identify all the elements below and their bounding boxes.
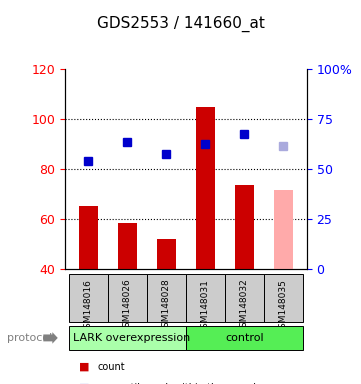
Text: control: control: [225, 333, 264, 343]
Text: protocol: protocol: [7, 333, 52, 343]
FancyBboxPatch shape: [264, 274, 303, 321]
Text: GSM148035: GSM148035: [279, 279, 288, 334]
Text: ■: ■: [79, 362, 90, 372]
Text: GSM148032: GSM148032: [240, 279, 249, 333]
Text: LARK overexpression: LARK overexpression: [73, 333, 190, 343]
Text: GSM148026: GSM148026: [123, 279, 132, 333]
Text: GSM148031: GSM148031: [201, 279, 210, 334]
FancyBboxPatch shape: [69, 274, 108, 321]
Text: GSM148016: GSM148016: [84, 279, 93, 334]
Bar: [79, 207, 98, 269]
FancyBboxPatch shape: [225, 274, 264, 321]
Bar: [235, 185, 254, 269]
Text: GSM148028: GSM148028: [162, 279, 171, 333]
FancyBboxPatch shape: [186, 274, 225, 321]
Text: GDS2553 / 141660_at: GDS2553 / 141660_at: [96, 15, 265, 31]
Bar: [118, 223, 137, 269]
Text: percentile rank within the sample: percentile rank within the sample: [97, 383, 262, 384]
Bar: [274, 190, 293, 269]
Text: ■: ■: [79, 383, 90, 384]
FancyBboxPatch shape: [186, 326, 303, 350]
Bar: [196, 106, 215, 269]
FancyBboxPatch shape: [69, 326, 186, 350]
Text: count: count: [97, 362, 125, 372]
FancyBboxPatch shape: [147, 274, 186, 321]
Bar: [157, 239, 176, 269]
FancyBboxPatch shape: [108, 274, 147, 321]
